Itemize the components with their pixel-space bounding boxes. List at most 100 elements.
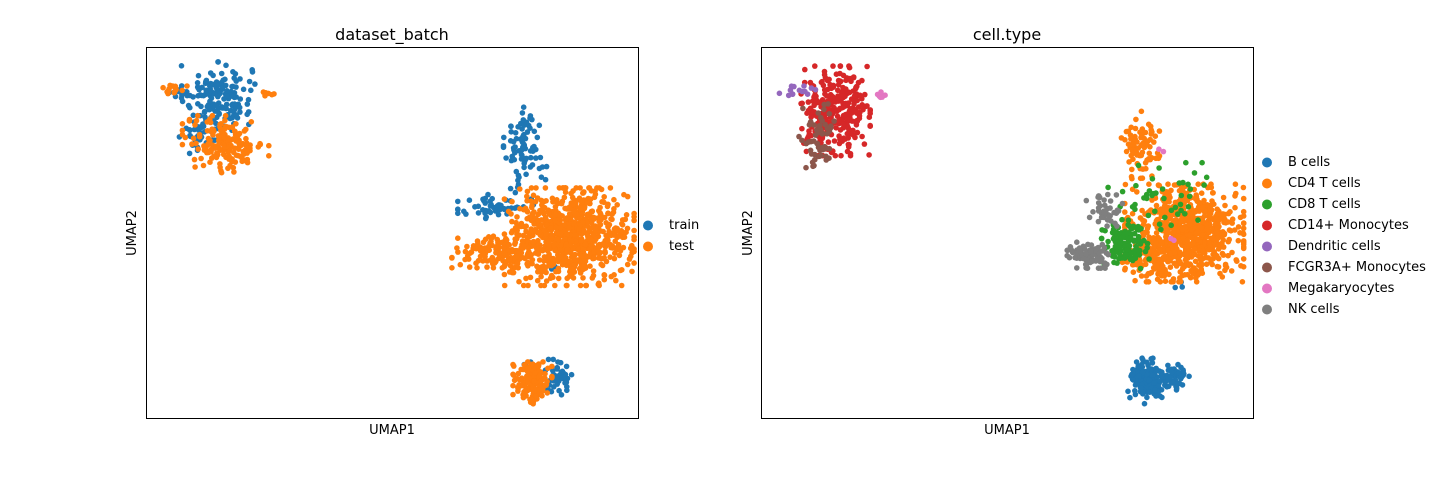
scatter-point <box>804 110 810 116</box>
scatter-point <box>466 264 473 270</box>
scatter-point <box>1095 193 1102 199</box>
scatter-point <box>530 210 536 217</box>
scatter-point <box>202 114 208 120</box>
legend-label: Dendritic cells <box>1288 239 1381 254</box>
scatter-point <box>826 155 832 161</box>
scatter-point <box>528 396 535 403</box>
scatter-point <box>530 144 536 151</box>
scatter-point <box>535 217 541 224</box>
scatter-point <box>237 109 243 115</box>
scatter-point <box>846 89 853 96</box>
scatter-point <box>607 254 613 260</box>
scatter-point <box>840 112 847 119</box>
legend-label: B cells <box>1288 155 1330 170</box>
scatter-point <box>568 371 575 378</box>
scatter-point <box>524 209 531 215</box>
scatter-point <box>475 241 481 247</box>
scatter-point <box>252 81 258 87</box>
scatter-point <box>554 381 560 387</box>
scatter-point <box>1146 188 1153 194</box>
scatter-point <box>1190 239 1196 246</box>
scatter-point <box>1176 279 1182 285</box>
scatter-point <box>230 93 236 100</box>
scatter-point <box>516 278 522 285</box>
scatter-point <box>517 186 523 192</box>
scatter-point <box>532 370 538 377</box>
scatter-point <box>480 258 486 264</box>
scatter-point <box>1111 209 1117 216</box>
scatter-point <box>1088 258 1095 264</box>
scatter-point <box>1105 238 1111 245</box>
scatter-point <box>1187 262 1194 268</box>
scatter-point <box>554 375 560 381</box>
scatter-point <box>520 104 527 110</box>
scatter-point <box>508 249 515 255</box>
scatter-point <box>1127 235 1134 241</box>
scatter-point <box>847 106 854 112</box>
scatter-point <box>1135 162 1142 169</box>
scatter-point <box>1135 363 1141 370</box>
scatter-point <box>1209 190 1216 196</box>
scatter-point <box>496 244 502 250</box>
scatter-point <box>564 387 570 394</box>
scatter-point <box>1212 241 1219 248</box>
scatter-point <box>1166 199 1172 205</box>
scatter-point <box>509 218 515 225</box>
scatter-point <box>1165 181 1171 187</box>
scatter-point <box>244 150 250 156</box>
scatter-point <box>1157 247 1163 254</box>
scatter-point <box>1119 200 1126 207</box>
scatter-point <box>1132 247 1138 254</box>
scatter-point <box>1123 148 1130 155</box>
scatter-point <box>624 261 631 268</box>
scatter-point <box>840 72 847 79</box>
scatter-point <box>623 229 629 235</box>
scatter-point <box>503 155 509 161</box>
scatter-point <box>1130 377 1136 383</box>
scatter-point <box>221 143 227 150</box>
scatter-point <box>473 245 480 252</box>
scatter-point <box>586 185 592 191</box>
scatter-point <box>1137 175 1144 182</box>
scatter-point <box>838 152 844 159</box>
legend-item: test <box>643 239 694 254</box>
scatter-point <box>529 162 536 168</box>
scatter-point <box>1085 241 1091 248</box>
scatter-point <box>237 153 243 159</box>
scatter-point <box>796 87 803 94</box>
scatter-point <box>534 195 541 201</box>
scatter-point <box>1148 366 1155 372</box>
scatter-point <box>557 212 563 218</box>
scatter-point <box>1156 128 1163 134</box>
scatter-point <box>515 124 521 130</box>
scatter-point <box>527 251 533 257</box>
scatter-point <box>510 371 516 378</box>
scatter-point <box>562 189 569 195</box>
scatter-point <box>482 200 489 206</box>
scatter-point <box>524 188 531 195</box>
scatter-point <box>520 133 526 140</box>
scatter-point <box>511 363 517 369</box>
scatter-point <box>1146 181 1152 187</box>
scatter-point <box>536 122 543 129</box>
scatter-point <box>1084 265 1091 272</box>
scatter-point <box>231 128 238 134</box>
scatter-point <box>462 248 469 255</box>
scatter-point <box>581 227 587 234</box>
scatter-point <box>1119 188 1126 195</box>
scatter-point <box>609 211 615 217</box>
scatter-point <box>1191 246 1198 253</box>
scatter-point <box>479 246 486 252</box>
legend-item: FCGR3A+ Monocytes <box>1262 260 1426 275</box>
scatter-point <box>1158 226 1164 233</box>
scatter-point <box>544 390 551 396</box>
scatter-point <box>179 131 186 138</box>
scatter-point <box>222 117 228 124</box>
scatter-point <box>1216 217 1222 223</box>
scatter-point <box>564 206 570 212</box>
legend-marker <box>643 220 653 231</box>
scatter-point <box>1101 197 1107 203</box>
scatter-point <box>815 144 822 151</box>
scatter-point <box>1235 224 1242 230</box>
scatter-point <box>1125 141 1132 147</box>
